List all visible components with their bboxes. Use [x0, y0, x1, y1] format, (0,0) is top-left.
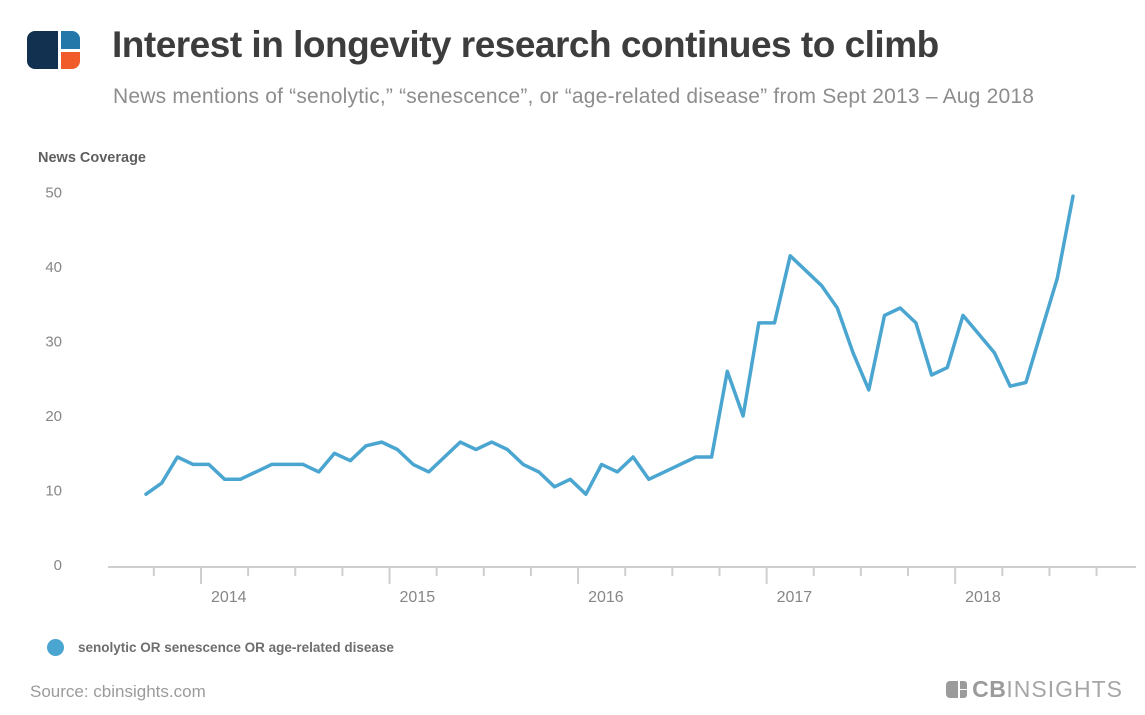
page-subtitle: News mentions of “senolytic,” “senescenc… — [113, 85, 1035, 108]
y-axis-tick-label: 20 — [45, 408, 62, 425]
footer-brand: CB INSIGHTS — [946, 676, 1123, 703]
y-axis-title: News Coverage — [38, 150, 146, 166]
source-credit: Source: cbinsights.com — [30, 682, 206, 701]
brand-insights-text: INSIGHTS — [1006, 676, 1123, 702]
x-axis-year-label: 2016 — [588, 589, 624, 606]
y-axis-tick-label: 50 — [45, 185, 62, 202]
x-axis-year-label: 2017 — [777, 589, 813, 606]
cbinsights-footer-logo-icon — [946, 681, 968, 698]
x-axis-year-label: 2014 — [211, 589, 247, 606]
x-axis-year-label: 2018 — [965, 589, 1001, 606]
legend-label: senolytic OR senescence OR age-related d… — [78, 640, 394, 655]
logo-blue-block — [61, 31, 80, 49]
x-axis-year-label: 2015 — [400, 589, 436, 606]
logo-orange-block — [61, 51, 80, 69]
cbinsights-logo-icon — [27, 31, 80, 69]
page-title: Interest in longevity research continues… — [112, 24, 939, 65]
y-axis-tick-label: 30 — [45, 334, 62, 351]
legend: senolytic OR senescence OR age-related d… — [47, 639, 394, 656]
y-axis-tick-label: 40 — [45, 259, 62, 276]
news-coverage-line — [144, 194, 1075, 496]
y-axis-tick-label: 10 — [45, 483, 62, 500]
y-axis-tick-label: 0 — [54, 557, 62, 574]
brand-cb-text: CB — [972, 676, 1007, 702]
logo-navy-block — [27, 31, 58, 69]
legend-dot-icon — [47, 639, 64, 656]
